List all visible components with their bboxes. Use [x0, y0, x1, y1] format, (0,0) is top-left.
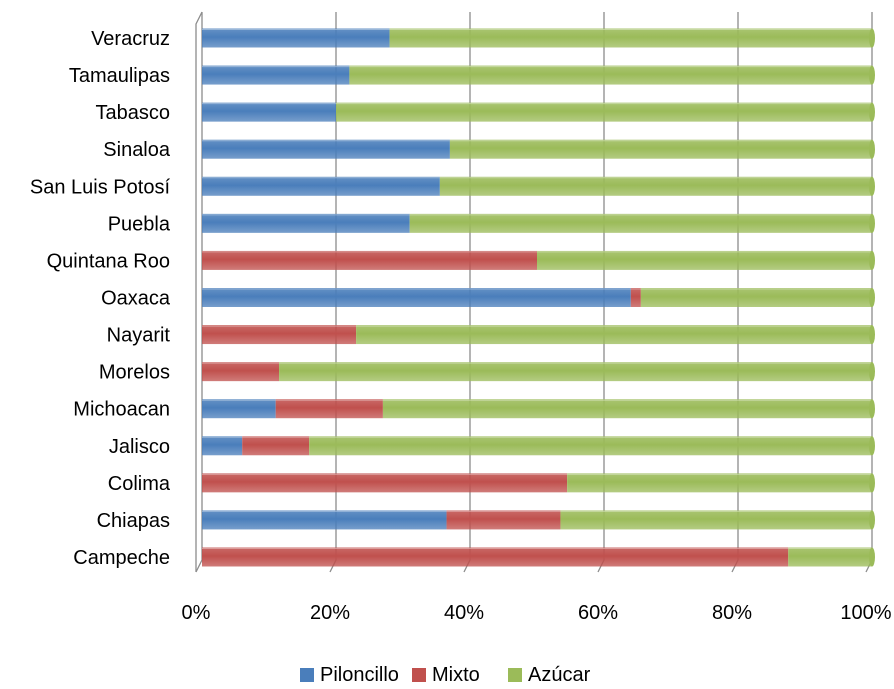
category-label-oaxaca: Oaxaca — [101, 288, 171, 310]
x-tick-label-4: 80% — [712, 602, 752, 624]
bar-michoacan-azucar — [382, 399, 872, 419]
bar-oaxaca-mixto — [630, 288, 641, 307]
bar-end-cap-jalisco — [869, 436, 875, 456]
legend-swatch-piloncillo — [300, 668, 314, 682]
legend-swatch-azucar — [508, 668, 522, 682]
bar-jalisco-piloncillo — [202, 436, 243, 456]
bar-end-cap-quintana-roo — [869, 250, 875, 270]
bar-sinaloa-piloncillo — [202, 139, 450, 159]
legend-label-azucar: Azúcar — [528, 664, 591, 686]
bar-michoacan-piloncillo — [202, 399, 276, 419]
x-tick-label-0: 0% — [182, 602, 211, 624]
category-labels: Campeche Chiapas Colima Jalisco Michoacan Mor… — [30, 28, 171, 569]
category-label-san-luis-potosi: San Luis Potosí — [30, 176, 171, 198]
bar-quintana-roo-mixto — [202, 250, 537, 270]
gridline — [195, 12, 203, 573]
bar-veracruz-piloncillo — [202, 28, 390, 48]
category-label-puebla: Puebla — [108, 213, 171, 235]
category-label-nayarit: Nayarit — [107, 325, 171, 347]
bar-end-cap-tabasco — [869, 102, 875, 122]
bar-san-luis-potosi-piloncillo — [202, 176, 440, 196]
bar-end-cap-michoacan — [869, 399, 875, 419]
category-label-campeche: Campeche — [73, 547, 170, 569]
bars-layer — [202, 28, 875, 567]
bar-campeche-azucar — [788, 547, 872, 567]
legend: Piloncillo Mixto Azúcar — [300, 664, 591, 686]
bar-chiapas-azucar — [560, 510, 872, 530]
legend-swatch-mixto — [412, 668, 426, 682]
bar-end-cap-sinaloa — [869, 139, 875, 159]
bar-jalisco-azucar — [309, 436, 872, 456]
bar-puebla-azucar — [409, 213, 872, 233]
bar-colima-azucar — [567, 473, 872, 493]
bar-end-cap-tamaulipas — [869, 65, 875, 85]
bar-oaxaca-piloncillo — [202, 288, 631, 307]
bar-jalisco-mixto — [242, 436, 310, 456]
bar-morelos-mixto — [202, 362, 280, 382]
bar-puebla-piloncillo — [202, 213, 410, 233]
category-label-sinaloa: Sinaloa — [103, 139, 171, 161]
category-label-michoacan: Michoacan — [73, 399, 170, 421]
x-tick-label-1: 20% — [310, 602, 350, 624]
bar-nayarit-mixto — [202, 325, 357, 345]
bar-end-cap-veracruz — [869, 28, 875, 48]
bar-end-cap-morelos — [869, 362, 875, 382]
bar-colima-mixto — [202, 473, 568, 493]
bar-campeche-mixto — [202, 547, 789, 567]
category-label-veracruz: Veracruz — [91, 28, 170, 50]
x-tick-label-3: 60% — [578, 602, 618, 624]
bar-tamaulipas-azucar — [349, 65, 872, 85]
bar-chiapas-mixto — [446, 510, 561, 530]
x-tick-labels: 0% 20% 40% 60% 80% 100% — [182, 602, 892, 624]
bar-oaxaca-azucar — [640, 288, 872, 307]
bar-tamaulipas-piloncillo — [202, 65, 350, 85]
axis-wall — [195, 11, 203, 572]
bar-end-cap-campeche — [869, 547, 875, 567]
bar-end-cap-nayarit — [869, 325, 875, 345]
category-label-colima: Colima — [108, 473, 171, 495]
bar-end-cap-san-luis-potosi — [869, 176, 875, 196]
category-label-quintana-roo: Quintana Roo — [47, 250, 170, 272]
bar-veracruz-azucar — [389, 28, 872, 48]
legend-label-mixto: Mixto — [432, 664, 480, 686]
category-label-chiapas: Chiapas — [97, 510, 170, 532]
category-label-tabasco: Tabasco — [96, 102, 171, 124]
bar-end-cap-colima — [869, 473, 875, 493]
legend-label-piloncillo: Piloncillo — [320, 664, 399, 686]
bar-tabasco-azucar — [336, 102, 872, 122]
category-label-tamaulipas: Tamaulipas — [69, 65, 170, 87]
bar-end-cap-chiapas — [869, 510, 875, 530]
bar-tabasco-piloncillo — [202, 102, 336, 122]
bar-san-luis-potosi-azucar — [439, 176, 872, 196]
x-tick-label-2: 40% — [444, 602, 484, 624]
bar-sinaloa-azucar — [449, 139, 872, 159]
bar-michoacan-mixto — [275, 399, 383, 419]
bar-nayarit-azucar — [356, 325, 873, 345]
category-label-jalisco: Jalisco — [109, 436, 170, 458]
category-label-morelos: Morelos — [99, 362, 170, 384]
bar-quintana-roo-azucar — [537, 250, 872, 270]
bar-chiapas-piloncillo — [202, 510, 447, 530]
bar-morelos-azucar — [279, 362, 872, 382]
x-tick-label-5: 100% — [840, 602, 891, 624]
bar-end-cap-oaxaca — [869, 288, 875, 307]
bar-end-cap-puebla — [869, 213, 875, 233]
